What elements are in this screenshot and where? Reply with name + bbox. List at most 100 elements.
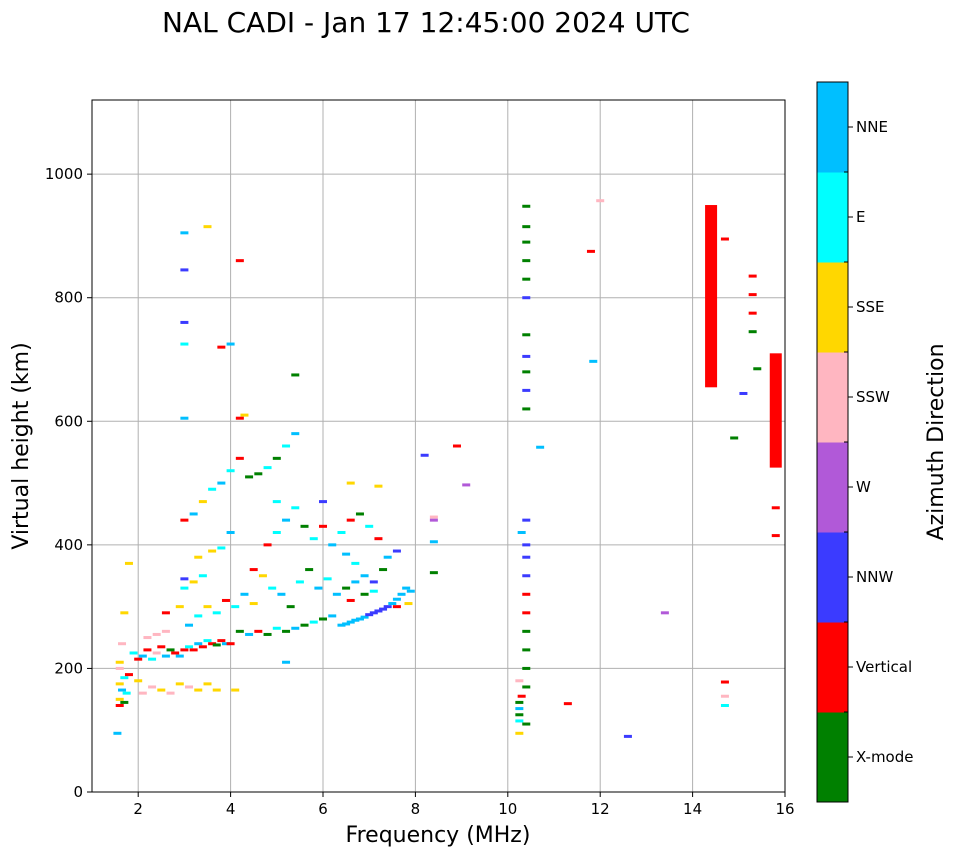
echo-point (282, 444, 291, 448)
echo-point (175, 682, 184, 686)
echo-point (198, 645, 207, 649)
echo-point (515, 707, 524, 711)
echo-point (189, 512, 198, 516)
echo-point (203, 682, 212, 686)
echo-point (124, 673, 133, 677)
echo-point (138, 691, 147, 695)
colorbar-category-label: X-mode (856, 748, 913, 766)
x-tick-label: 8 (411, 800, 421, 818)
echo-point (143, 648, 152, 652)
echo-point (596, 199, 605, 203)
echo-point (152, 632, 161, 636)
echo-point (245, 475, 254, 479)
echo-point (254, 629, 263, 633)
echo-point (171, 651, 180, 655)
echo-point (739, 391, 748, 395)
echo-point (118, 642, 127, 646)
colorbar: X-mode Vertical NNW W SSW SSE E NNE (816, 81, 913, 803)
y-tick-label: 400 (54, 536, 83, 554)
colorbar-segment (817, 352, 848, 443)
x-tick-label: 14 (683, 800, 702, 818)
echo-point (194, 614, 203, 618)
echo-point (374, 537, 383, 541)
echo-point (180, 231, 189, 235)
colorbar-category-label: Vertical (856, 658, 912, 676)
echo-point (217, 546, 226, 550)
echo-point (217, 481, 226, 485)
echo-point (522, 518, 531, 522)
echo-point (115, 660, 124, 664)
y-tick-label: 800 (54, 289, 83, 307)
echo-point (122, 691, 131, 695)
echo-point (226, 531, 235, 534)
echo-point (194, 642, 203, 646)
echo-point (208, 487, 217, 491)
echo-point (515, 731, 524, 735)
echo-point (522, 370, 531, 374)
echo-point (282, 660, 291, 664)
echo-point (226, 642, 235, 646)
echo-point (429, 518, 438, 522)
echo-point (212, 611, 221, 615)
echo-point (235, 456, 244, 460)
echo-point (374, 484, 383, 488)
echo-point (720, 704, 729, 707)
colorbar-segment (817, 262, 848, 353)
echo-point (522, 388, 531, 392)
echo-point (360, 592, 369, 596)
echo-point (129, 651, 138, 655)
echo-point (291, 373, 300, 377)
echo-point (124, 561, 133, 565)
echo-point (180, 320, 189, 324)
echo-point (263, 543, 272, 547)
echo-point (148, 657, 157, 661)
echo-point (522, 225, 531, 229)
echo-point (295, 580, 304, 584)
echo-point (115, 682, 124, 686)
echo-point (355, 617, 364, 621)
echo-point (351, 561, 360, 565)
x-tick-label: 2 (133, 800, 143, 818)
echo-point (203, 605, 212, 609)
echo-point (134, 679, 143, 683)
colorbar-category-label: W (856, 478, 871, 496)
echo-point (623, 734, 632, 738)
echo-point (522, 277, 531, 281)
echo-point (221, 598, 230, 602)
echo-point (185, 685, 194, 689)
echo-point (452, 444, 461, 448)
echo-point (369, 589, 378, 593)
echo-point (120, 700, 129, 704)
echo-point (720, 694, 729, 698)
echo-point (589, 359, 598, 363)
echo-point (515, 713, 524, 717)
echo-point (730, 436, 739, 440)
echo-point (522, 204, 531, 208)
echo-point (143, 636, 152, 640)
echo-point (429, 515, 438, 519)
echo-point (226, 342, 235, 346)
echo-point (522, 685, 531, 689)
echo-point (379, 607, 388, 611)
echo-point (300, 623, 309, 627)
echo-point (272, 500, 281, 504)
echo-point (208, 549, 217, 553)
echo-point (748, 311, 757, 315)
echo-point (272, 626, 281, 630)
echo-point (515, 719, 524, 723)
echo-point (328, 614, 337, 618)
echo-point (185, 645, 194, 649)
echo-point (319, 524, 327, 528)
echo-point (305, 568, 314, 572)
echo-point (138, 654, 147, 658)
echo-point (522, 666, 531, 670)
echo-point (536, 445, 545, 449)
echo-point (369, 611, 378, 615)
echo-point (342, 586, 351, 590)
echo-point (522, 611, 531, 615)
echo-point (429, 540, 438, 544)
echo-point (515, 700, 524, 704)
echo-point (720, 680, 729, 684)
echo-point (522, 592, 531, 596)
